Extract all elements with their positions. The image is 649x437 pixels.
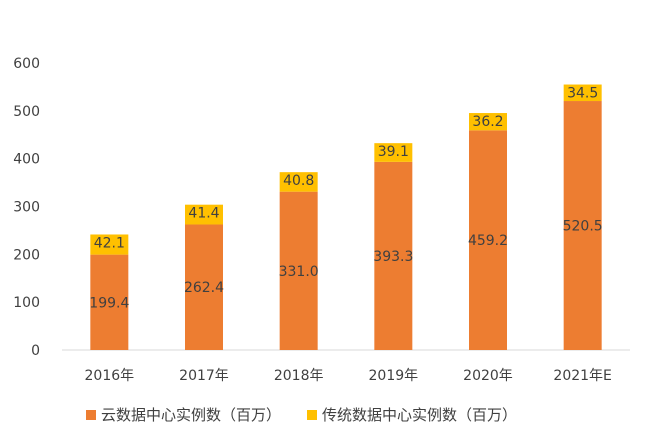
legend-item-traditional: 传统数据中心实例数（百万） — [307, 404, 517, 425]
data-label-traditional: 36.2 — [472, 114, 503, 130]
bar-cloud — [563, 101, 602, 350]
legend: 云数据中心实例数（百万） 传统数据中心实例数（百万） — [86, 404, 543, 425]
y-tick-label: 400 — [13, 152, 40, 168]
bar-traditional — [469, 113, 507, 131]
bar-cloud — [185, 224, 223, 350]
data-label-cloud: 262.4 — [184, 280, 224, 296]
x-axis: 2016年 2017年 2018年 2019年 2020年 2021年E — [85, 368, 612, 384]
y-tick-label: 600 — [13, 56, 40, 72]
data-labels: 199.4 42.1 262.4 41.4 331.0 40.8 393.3 39.1 459.… — [89, 86, 602, 312]
y-tick-label: 200 — [13, 247, 40, 263]
data-label-traditional: 41.4 — [188, 206, 219, 222]
data-label-cloud: 199.4 — [89, 295, 129, 311]
y-axis: 0 100 200 300 400 500 600 — [13, 56, 40, 359]
bar-cloud — [90, 254, 129, 350]
x-tick-label: 2020年 — [463, 368, 513, 384]
x-tick-label: 2017年 — [179, 368, 229, 384]
y-tick-label: 0 — [31, 343, 40, 359]
bar-cloud — [279, 191, 318, 350]
x-tick-label: 2019年 — [369, 368, 419, 384]
bar-traditional — [90, 234, 129, 255]
legend-item-cloud: 云数据中心实例数（百万） — [86, 404, 281, 425]
x-tick-label: 2018年 — [274, 368, 324, 384]
x-tick-label: 2016年 — [85, 368, 135, 384]
data-label-cloud: 393.3 — [373, 249, 413, 265]
y-tick-label: 500 — [13, 104, 40, 120]
bar-traditional — [279, 172, 318, 192]
bar-traditional — [185, 204, 223, 225]
data-label-traditional: 34.5 — [567, 86, 598, 102]
legend-label-traditional: 传统数据中心实例数（百万） — [322, 406, 518, 424]
data-label-cloud: 520.5 — [563, 219, 603, 235]
bar-traditional — [374, 143, 413, 162]
bar-cloud — [374, 161, 413, 350]
x-tick-label: 2021年E — [553, 368, 611, 384]
data-label-cloud: 459.2 — [468, 233, 508, 249]
data-label-traditional: 39.1 — [378, 144, 409, 160]
data-label-cloud: 331.0 — [279, 264, 319, 280]
legend-swatch-cloud — [86, 409, 96, 420]
data-label-traditional: 42.1 — [94, 235, 125, 251]
y-tick-label: 100 — [13, 295, 40, 311]
data-label-traditional: 40.8 — [283, 173, 314, 189]
y-tick-label: 300 — [13, 200, 40, 216]
legend-swatch-traditional — [307, 409, 318, 420]
legend-label-cloud: 云数据中心实例数（百万） — [101, 406, 282, 424]
bar-traditional — [563, 84, 602, 102]
plot-area — [90, 84, 602, 350]
bar-cloud — [469, 130, 507, 350]
